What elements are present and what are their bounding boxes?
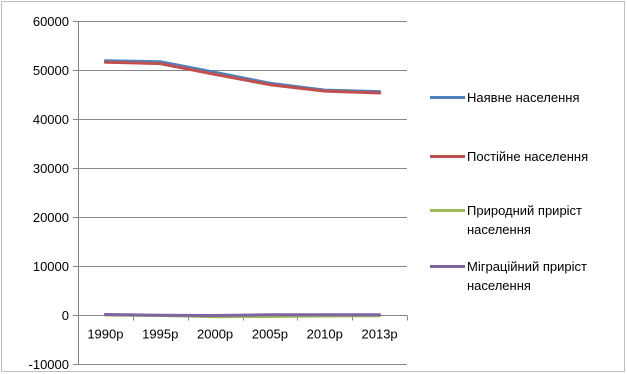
y-tick-label: 50000 — [33, 63, 69, 78]
y-axis-ticks: -10000 0 10000 20000 30000 40000 50000 60000 — [29, 14, 78, 372]
y-tick-label: 20000 — [33, 210, 69, 225]
series-line — [103, 313, 382, 317]
x-tick-label: 1990р — [87, 327, 123, 342]
y-tick-label: 0 — [62, 308, 69, 323]
x-axis-ticks: 1990р 1995р 2000р 2005р 2010р 2013р — [78, 315, 408, 342]
legend-swatch — [430, 96, 465, 99]
legend-swatch — [430, 155, 465, 158]
legend-label: Природний приріст населення — [467, 203, 583, 237]
x-tick-label: 1995р — [142, 327, 178, 342]
legend-swatch — [430, 265, 465, 268]
x-tick-label: 2005р — [252, 327, 288, 342]
legend-swatch — [430, 209, 465, 212]
y-tick-label: 30000 — [33, 161, 69, 176]
legend-label: Міграційний приріст населення — [467, 259, 587, 293]
legend-label: Наявне населення — [467, 90, 580, 105]
x-tick-label: 2013р — [362, 327, 398, 342]
y-tick-label: 60000 — [33, 14, 69, 29]
y-tick-label: -10000 — [29, 357, 69, 372]
x-tick-label: 2010р — [307, 327, 343, 342]
series-line — [103, 60, 382, 95]
y-tick-label: 40000 — [33, 112, 69, 127]
gridlines — [78, 21, 407, 365]
series-lines — [103, 59, 382, 319]
legend-label: Постійне населення — [467, 149, 589, 164]
y-tick-label: 10000 — [33, 259, 69, 274]
axes — [78, 21, 407, 364]
x-tick-label: 2000р — [197, 327, 233, 342]
series-line — [103, 59, 382, 94]
